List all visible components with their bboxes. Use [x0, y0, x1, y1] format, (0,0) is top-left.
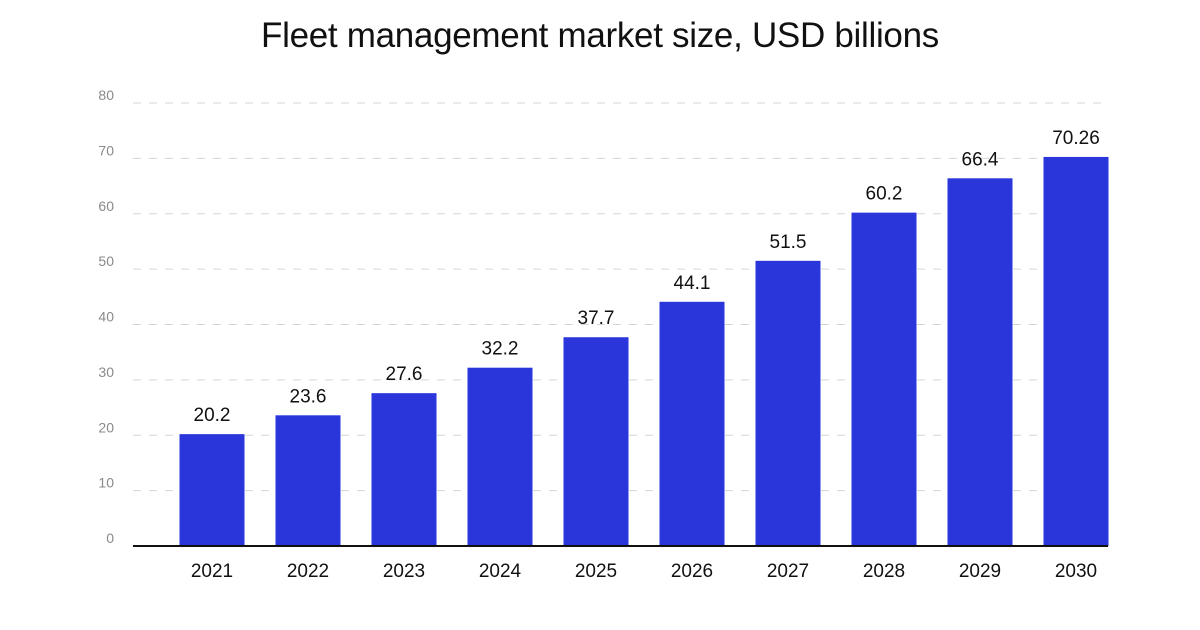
y-tick-label: 70 [98, 142, 114, 158]
data-label: 60.2 [866, 184, 903, 205]
data-label: 70.26 [1052, 128, 1100, 149]
bar-2025 [563, 337, 629, 546]
bar-2021 [179, 434, 245, 546]
y-tick-label: 60 [98, 198, 114, 214]
y-tick-label: 30 [98, 364, 114, 380]
x-tick-label: 2030 [1055, 561, 1097, 582]
bar-2023 [371, 393, 437, 546]
y-tick-label: 40 [98, 309, 114, 325]
bar-2027 [755, 260, 821, 546]
bar-2026 [659, 301, 725, 546]
x-tick-label: 2028 [863, 561, 905, 582]
x-tick-label: 2023 [383, 561, 425, 582]
data-label: 37.7 [578, 308, 615, 329]
bar-2022 [275, 415, 341, 546]
data-label: 27.6 [386, 364, 423, 385]
x-tick-label: 2029 [959, 561, 1001, 582]
x-tick-label: 2027 [767, 561, 809, 582]
data-label: 44.1 [674, 273, 711, 294]
x-tick-label: 2025 [575, 561, 617, 582]
data-label: 32.2 [482, 339, 519, 360]
y-tick-label: 10 [98, 475, 114, 491]
y-tick-label: 0 [106, 530, 114, 546]
y-tick-label: 50 [98, 253, 114, 269]
x-tick-label: 2026 [671, 561, 713, 582]
data-label: 23.6 [290, 386, 327, 407]
bar-2030 [1043, 156, 1109, 547]
bar-2024 [467, 367, 533, 546]
chart-title: Fleet management market size, USD billio… [261, 16, 939, 55]
y-tick-label: 80 [98, 87, 114, 103]
x-tick-label: 2024 [479, 561, 522, 582]
y-tick-label: 20 [98, 419, 114, 435]
data-label: 66.4 [962, 149, 999, 170]
x-tick-label: 2022 [287, 561, 329, 582]
bar-2029 [947, 178, 1013, 546]
data-label: 20.2 [194, 405, 231, 426]
data-label: 51.5 [770, 232, 807, 253]
x-tick-label: 2021 [191, 561, 233, 582]
bar-2028 [851, 212, 917, 546]
